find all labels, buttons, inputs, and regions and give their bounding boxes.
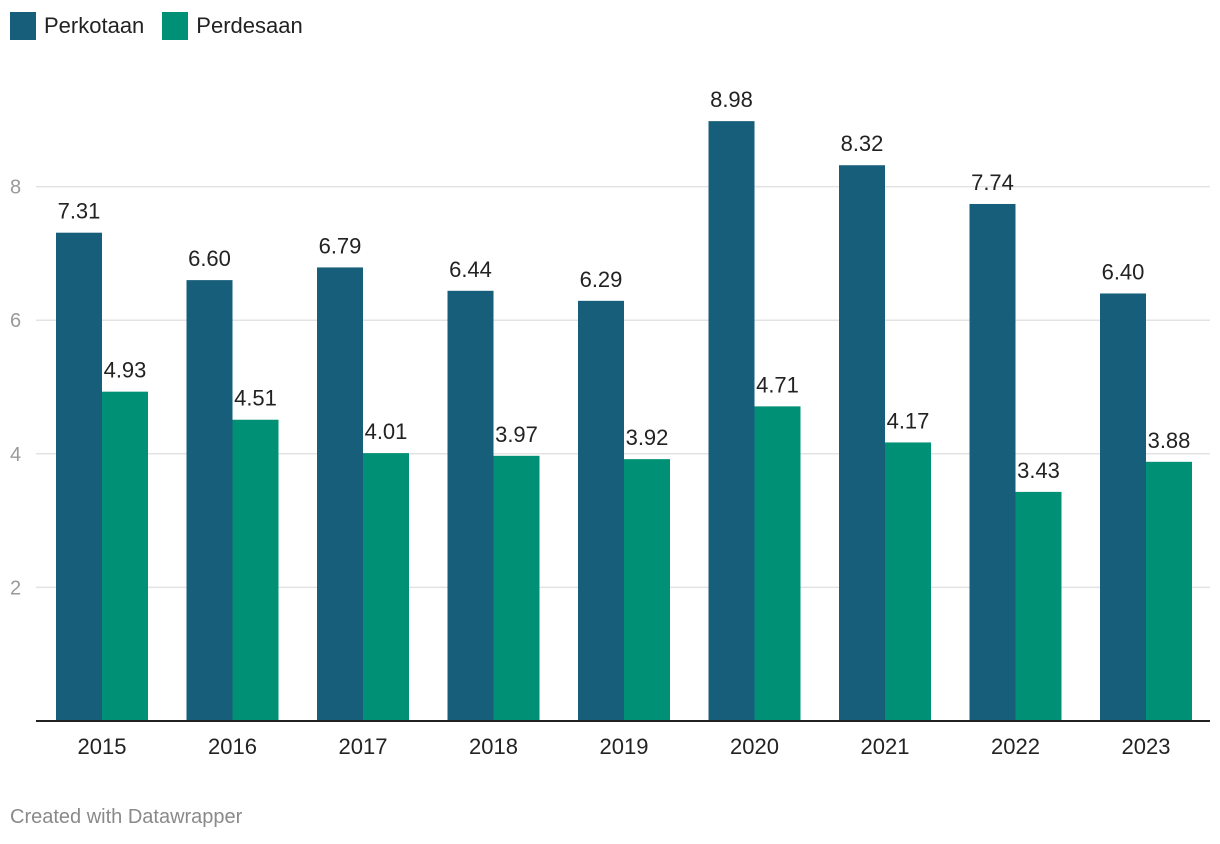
data-label-perkotaan-2016: 6.60 <box>188 246 231 271</box>
bar-perdesaan-2023 <box>1146 461 1192 721</box>
data-label-perdesaan-2021: 4.17 <box>887 408 930 433</box>
bar-perdesaan-2017 <box>363 453 409 721</box>
data-label-perdesaan-2018: 3.97 <box>495 422 538 447</box>
data-label-perkotaan-2017: 6.79 <box>319 233 362 258</box>
bar-perkotaan-2015 <box>56 232 102 721</box>
data-label-perkotaan-2020: 8.98 <box>710 87 753 112</box>
data-label-perdesaan-2017: 4.01 <box>365 419 408 444</box>
x-tick-label-2020: 2020 <box>730 734 779 759</box>
x-tick-label-2016: 2016 <box>208 734 257 759</box>
bar-perkotaan-2022 <box>969 203 1016 721</box>
data-label-perdesaan-2023: 3.88 <box>1148 428 1191 453</box>
legend-item-perdesaan: Perdesaan <box>162 12 303 40</box>
footer-credit: Created with Datawrapper <box>10 806 243 828</box>
x-tick-label-2023: 2023 <box>1122 734 1171 759</box>
x-tick-label-2022: 2022 <box>991 734 1040 759</box>
bar-perdesaan-2018 <box>493 455 540 721</box>
y-tick-label-4: 4 <box>10 444 21 466</box>
x-tick-label-2015: 2015 <box>78 734 127 759</box>
bar-perdesaan-2019 <box>624 459 670 721</box>
bar-perkotaan-2016 <box>186 280 233 721</box>
x-tick-label-2019: 2019 <box>600 734 649 759</box>
data-label-perdesaan-2020: 4.71 <box>756 372 799 397</box>
legend-label-perkotaan: Perkotaan <box>44 13 145 38</box>
data-label-perdesaan-2016: 4.51 <box>234 386 277 411</box>
legend: Perkotaan Perdesaan <box>10 12 321 40</box>
data-label-perdesaan-2015: 4.93 <box>104 358 147 383</box>
bar-perkotaan-2020 <box>708 121 755 722</box>
data-label-perkotaan-2018: 6.44 <box>449 257 492 282</box>
x-tick-label-2017: 2017 <box>339 734 388 759</box>
data-label-perkotaan-2015: 7.31 <box>58 199 101 224</box>
bar-perdesaan-2020 <box>754 406 801 721</box>
data-label-perkotaan-2019: 6.29 <box>580 267 623 292</box>
bar-perdesaan-2022 <box>1015 491 1062 721</box>
bar-perkotaan-2021 <box>839 165 885 721</box>
data-label-perkotaan-2021: 8.32 <box>841 131 884 156</box>
bar-perkotaan-2023 <box>1100 293 1146 721</box>
bar-perdesaan-2016 <box>232 419 279 721</box>
bar-perdesaan-2021 <box>885 442 931 721</box>
legend-label-perdesaan: Perdesaan <box>196 13 303 38</box>
y-tick-label-6: 6 <box>10 310 21 332</box>
bar-perdesaan-2015 <box>102 391 148 721</box>
bar-perkotaan-2018 <box>447 290 494 721</box>
data-label-perkotaan-2022: 7.74 <box>971 170 1014 195</box>
data-label-perdesaan-2019: 3.92 <box>626 425 669 450</box>
x-tick-label-2021: 2021 <box>861 734 910 759</box>
legend-swatch-perdesaan <box>162 12 189 40</box>
bar-perkotaan-2019 <box>578 300 624 721</box>
legend-swatch-perkotaan <box>10 12 36 40</box>
y-tick-label-8: 8 <box>10 177 21 199</box>
bar-perkotaan-2017 <box>317 267 363 721</box>
y-tick-label-2: 2 <box>10 577 21 599</box>
data-label-perdesaan-2022: 3.43 <box>1017 458 1060 483</box>
x-tick-label-2018: 2018 <box>469 734 518 759</box>
legend-item-perkotaan: Perkotaan <box>10 12 144 40</box>
data-label-perkotaan-2023: 6.40 <box>1102 259 1145 284</box>
